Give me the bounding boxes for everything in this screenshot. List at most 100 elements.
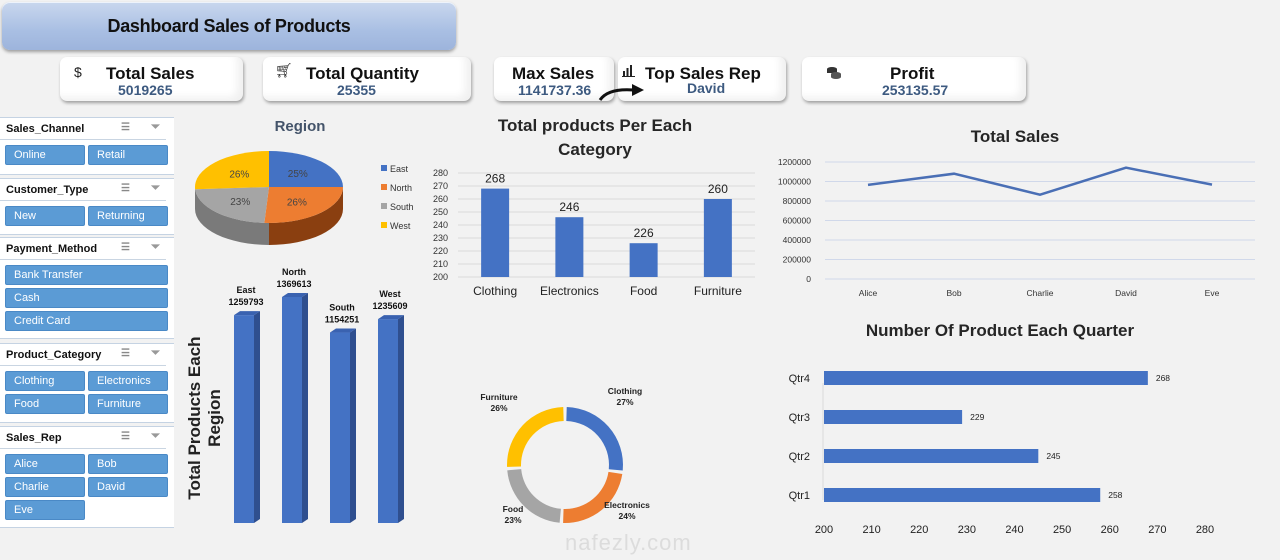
pie-label: 23% (230, 197, 250, 208)
x-tick-label: Furniture (694, 284, 742, 298)
kpi-value: David (687, 80, 726, 96)
bar-south (330, 332, 350, 523)
sales-line (867, 166, 1213, 196)
category-bar-title: Total products Per Each Category (497, 116, 693, 159)
cart-icon: 🛒︎ (275, 62, 293, 78)
data-label: 1369613 (276, 279, 311, 289)
category-bar-chart: 200 210 220 230 240 250 260 270 280 268 Clothing 24… (433, 168, 755, 298)
data-label: 1154251 (325, 315, 360, 325)
pie-side-south (195, 187, 269, 245)
region-pie-chart: 25% 26% 23% 26% East North South West (195, 151, 414, 245)
kpi-value: 1141737.36 (518, 82, 592, 98)
bar-side (302, 293, 308, 523)
x-tick-label: Bob (946, 288, 961, 298)
donut-slice-clothing (566, 407, 623, 471)
slicer-title: Sales_Rep (6, 431, 62, 444)
slicer-title: Customer_Type (6, 183, 89, 196)
multi-select-icon[interactable]: ☰ (121, 183, 130, 194)
pie-label: 25% (288, 169, 308, 180)
y-tick-label: Qtr1 (789, 490, 810, 502)
clear-filter-icon[interactable]: ⏷ (151, 121, 160, 133)
x-tick-label: 240 (1005, 524, 1023, 536)
slicer-item-furniture[interactable]: Furniture (88, 394, 168, 414)
multi-select-icon[interactable]: ☰ (121, 431, 130, 442)
clear-filter-icon[interactable]: ⏷ (151, 182, 160, 194)
legend-swatch (381, 222, 387, 228)
sales-line-title: Total Sales (970, 127, 1060, 146)
slicer-item-food[interactable]: Food (5, 394, 85, 414)
x-tick-label: 200 (815, 524, 833, 536)
slicer-item-online[interactable]: Online (5, 145, 85, 165)
multi-select-icon[interactable]: ☰ (121, 348, 130, 359)
multi-select-icon[interactable]: ☰ (121, 122, 130, 133)
region-bar-axis-title: Total Products Each Region (185, 336, 224, 500)
slicer-item-alice[interactable]: Alice (5, 454, 85, 474)
y-tick-label: 400000 (783, 235, 812, 245)
x-tick-label: 210 (862, 524, 880, 536)
data-label: 246 (559, 200, 579, 214)
x-tick-label: David (1115, 288, 1137, 298)
slicer-item-retail[interactable]: Retail (88, 145, 168, 165)
data-label: 27% (616, 397, 633, 407)
y-tick-label: 260 (433, 194, 448, 204)
clear-filter-icon[interactable]: ⏷ (151, 241, 160, 253)
y-tick-label: 280 (433, 168, 448, 178)
y-tick-label: Qtr4 (789, 373, 810, 385)
kpi-max-sales: Max Sales 1141737.36 (494, 57, 614, 101)
region-bar-chart: East 1259793 North 1369613 South 1154251 West 1… (228, 267, 408, 523)
multi-select-icon[interactable]: ☰ (121, 242, 130, 253)
kpi-label: Profit (890, 64, 935, 83)
watermark: nafezly.com (565, 530, 692, 555)
y-tick-label: Qtr3 (789, 412, 810, 424)
slicer-item-clothing[interactable]: Clothing (5, 371, 85, 391)
clear-filter-icon[interactable]: ⏷ (151, 430, 160, 442)
bar-furniture (703, 199, 732, 277)
slicer-item-credit-card[interactable]: Credit Card (5, 311, 168, 331)
data-label: 245 (1046, 451, 1060, 461)
kpi-total-sales: $ Total Sales 5019265 (60, 57, 243, 101)
bar-east (234, 315, 254, 523)
bar-electronics (555, 217, 584, 277)
slicer-item-bank-transfer[interactable]: Bank Transfer (5, 265, 168, 285)
bar-side (350, 328, 356, 523)
slicer-item-new[interactable]: New (5, 206, 85, 226)
data-label: 24% (618, 511, 635, 521)
donut-category-label: Clothing (608, 386, 642, 396)
pie-slice-west (195, 151, 269, 190)
slicer-item-david[interactable]: David (88, 477, 168, 497)
dashboard-title: Dashboard Sales of Products (2, 2, 456, 50)
quarter-hbar-title: Number Of Product Each Quarter (865, 321, 1135, 340)
legend-swatch (381, 184, 387, 190)
data-label: 268 (485, 172, 505, 186)
x-tick-label: 260 (1101, 524, 1119, 536)
slicer-item-cash[interactable]: Cash (5, 288, 168, 308)
data-label: 258 (1108, 490, 1122, 500)
legend-label: North (390, 183, 412, 193)
bar-top (330, 328, 356, 333)
donut-slice-food (507, 469, 561, 523)
x-tick-label: Food (630, 284, 657, 298)
bar-top (282, 293, 308, 297)
y-tick-label: 270 (433, 181, 448, 191)
clear-filter-icon[interactable]: ⏷ (151, 347, 160, 359)
slicer-item-charlie[interactable]: Charlie (5, 477, 85, 497)
slicer-item-eve[interactable]: Eve (5, 500, 85, 520)
slicer-title: Payment_Method (6, 242, 98, 255)
region-pie-title: Region (274, 118, 326, 135)
data-label: 1259793 (228, 297, 263, 307)
arrow-icon (598, 84, 644, 101)
bar-qtr1 (824, 488, 1101, 502)
slicer-item-electronics[interactable]: Electronics (88, 371, 168, 391)
x-tick-label: Alice (859, 288, 878, 298)
data-label: 23% (504, 515, 521, 525)
kpi-profit: Profit 253135.57 (802, 57, 1026, 101)
kpi-label: Top Sales Rep (645, 64, 761, 83)
legend-swatch (381, 203, 387, 209)
x-tick-label: 230 (958, 524, 976, 536)
bar-west (378, 319, 398, 523)
kpi-top-sales-rep: Top Sales Rep David (618, 57, 786, 101)
slicer-item-returning[interactable]: Returning (88, 206, 168, 226)
slicer-product-category: Product_Category ☰ ⏷ Clothing Electronics… (0, 343, 174, 423)
slicer-item-bob[interactable]: Bob (88, 454, 168, 474)
bar-category-label: East (236, 285, 255, 295)
